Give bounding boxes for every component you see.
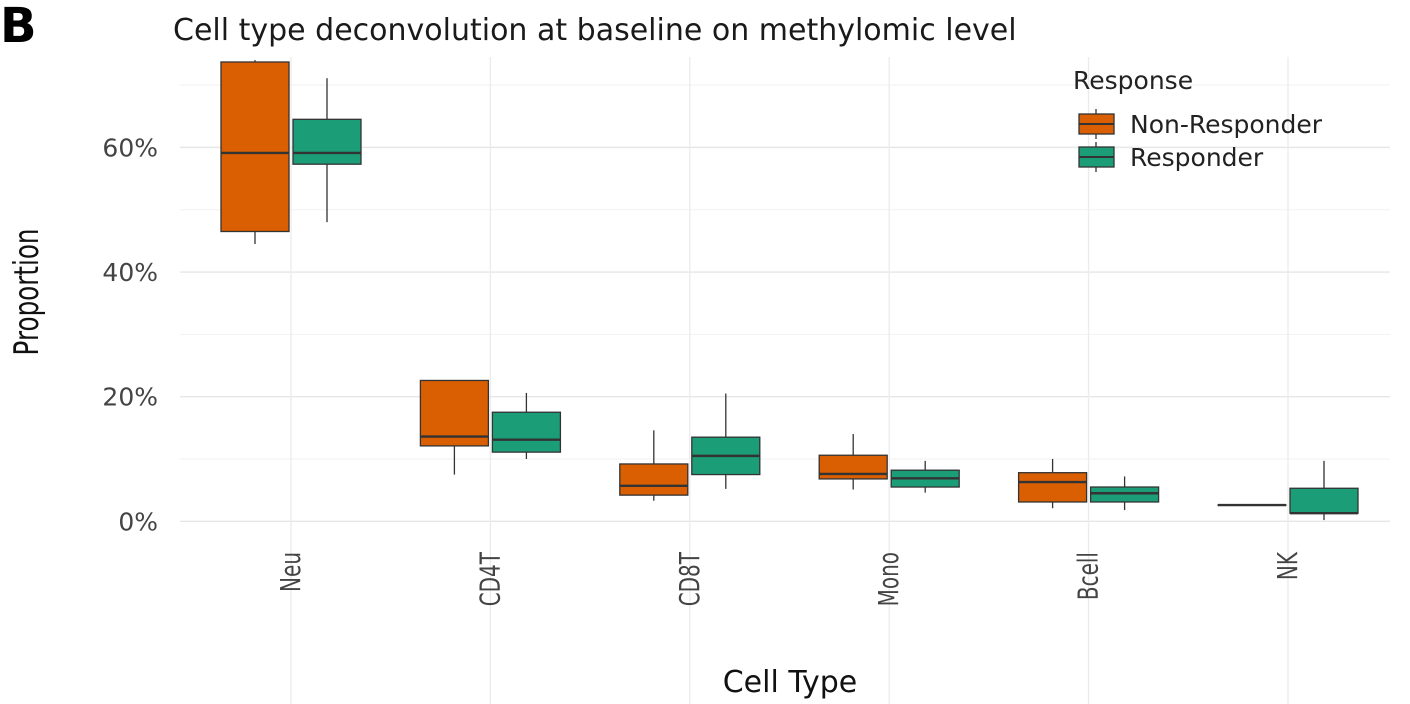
x-axis-title: Cell Type: [723, 665, 858, 700]
gridlines: [180, 57, 1390, 704]
x-tick-label: Mono: [872, 552, 905, 606]
x-tick-label: CD8T: [672, 552, 705, 606]
box-responder-cd4t: [491, 392, 562, 459]
y-tick-label: 20%: [102, 383, 158, 412]
y-tick-label: 0%: [118, 507, 158, 536]
box-iqr: [1289, 487, 1359, 514]
box-non-responder-cd8t: [619, 430, 689, 501]
x-tick-label: CD4T: [473, 552, 506, 606]
box-non-responder-cd4t: [419, 379, 490, 475]
legend-label: Responder: [1130, 143, 1264, 172]
box-responder-neu: [292, 78, 362, 223]
box-responder-cd8t: [691, 393, 761, 489]
box-iqr: [1017, 472, 1088, 503]
box-responder-bcell: [1089, 476, 1160, 511]
y-axis-title: Proportion: [7, 229, 46, 356]
x-tick-label: NK: [1271, 551, 1304, 580]
x-tick-label: Bcell: [1071, 552, 1104, 600]
panel-label: B: [0, 0, 37, 54]
box-iqr: [419, 379, 490, 447]
box-responder-nk: [1289, 460, 1359, 521]
legend-title: Response: [1073, 66, 1193, 95]
chart-title: Cell type deconvolution at baseline on m…: [173, 13, 1017, 48]
legend-item-responder: Responder: [1078, 142, 1264, 172]
x-axis-ticks: Neu CD4T CD8T Mono Bcell NK: [274, 551, 1304, 606]
legend: Response Non-Responder Responder: [1073, 66, 1323, 172]
box-iqr: [619, 463, 689, 496]
legend-label: Non-Responder: [1130, 110, 1323, 139]
box-series: [220, 60, 1359, 521]
legend-item-non-responder: Non-Responder: [1078, 109, 1323, 139]
box-iqr: [818, 454, 888, 480]
box-iqr: [491, 411, 562, 453]
box-non-responder-neu: [220, 60, 290, 244]
box-responder-mono: [890, 460, 960, 493]
y-axis-ticks: 0% 20% 40% 60%: [102, 133, 158, 536]
y-tick-label: 40%: [102, 258, 158, 287]
x-tick-label: Neu: [274, 552, 307, 592]
box-non-responder-mono: [818, 434, 888, 490]
box-non-responder-bcell: [1017, 458, 1088, 509]
box-iqr: [220, 61, 290, 233]
box-iqr: [1089, 486, 1160, 503]
y-tick-label: 60%: [102, 133, 158, 162]
box-iqr: [292, 118, 362, 165]
